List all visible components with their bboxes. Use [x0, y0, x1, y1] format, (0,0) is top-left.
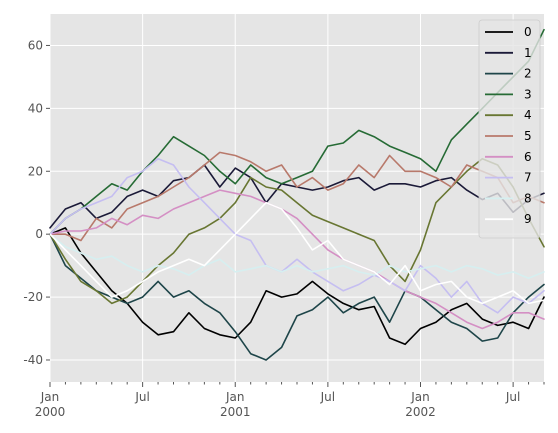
- legend-label-8: 8: [524, 191, 532, 205]
- legend-label-4: 4: [524, 108, 532, 122]
- legend: 0 1 2 3 4 5 6 7 8 9: [478, 19, 541, 239]
- series-line-4: [49, 157, 545, 305]
- y-tick-label: 40: [28, 101, 43, 115]
- y-tick-label: -20: [23, 290, 43, 304]
- series-line-8: [49, 233, 545, 280]
- legend-label-7: 7: [524, 171, 532, 185]
- y-tick-label: -40: [23, 353, 43, 367]
- x-tick-label: Jul: [134, 390, 149, 404]
- series-line-7: [49, 157, 545, 314]
- legend-label-3: 3: [524, 87, 532, 101]
- legend-label-6: 6: [524, 150, 532, 164]
- y-axis: -40 -20 0 20 40 60: [23, 38, 50, 367]
- legend-label-9: 9: [524, 212, 532, 226]
- plot-area: [50, 14, 544, 382]
- series-line-0: [49, 227, 545, 346]
- x-tick-label: Jan: [225, 390, 245, 404]
- series-line-3: [49, 28, 545, 235]
- y-tick-label: 0: [35, 227, 43, 241]
- series-line-5: [49, 151, 545, 242]
- x-tick-year-label: 2000: [35, 405, 66, 419]
- x-tick-label: Jul: [505, 390, 520, 404]
- legend-label-5: 5: [524, 129, 532, 143]
- series-line-9: [49, 201, 545, 305]
- series-lines: [49, 28, 545, 361]
- x-tick-label: Jan: [40, 390, 60, 404]
- series-line-2: [49, 233, 545, 361]
- x-tick-label: Jul: [320, 390, 335, 404]
- legend-label-1: 1: [524, 46, 532, 60]
- y-tick-label: 60: [28, 38, 43, 52]
- y-tick-label: 20: [28, 164, 43, 178]
- x-tick-year-label: 2002: [405, 405, 436, 419]
- legend-label-2: 2: [524, 67, 532, 81]
- x-tick-year-label: 2001: [220, 405, 251, 419]
- x-tick-label: Jan: [410, 390, 430, 404]
- legend-label-0: 0: [524, 25, 532, 39]
- series-line-6: [49, 189, 545, 330]
